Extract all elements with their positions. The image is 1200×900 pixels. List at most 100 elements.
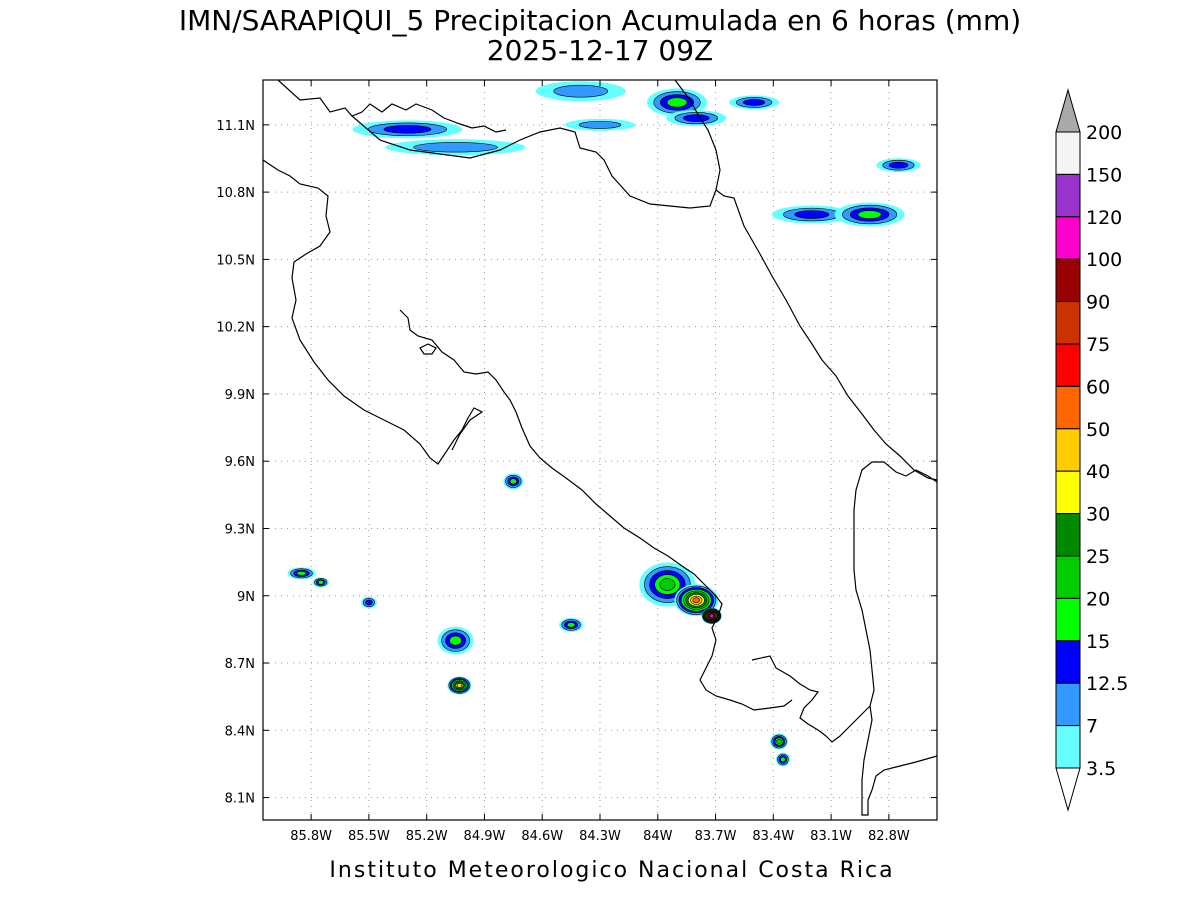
colorbar-segment <box>1055 513 1081 557</box>
colorbar-segment <box>1055 640 1081 684</box>
coastline-layer <box>263 80 937 816</box>
coastline-osa-golfo-dulce <box>751 461 937 743</box>
colorbar-segment <box>1055 216 1081 260</box>
colorbar-bottom-triangle <box>1055 767 1081 812</box>
lat-tick-label: 9.3N <box>225 522 255 537</box>
lat-tick-label: 8.7N <box>225 657 255 672</box>
precip-cell <box>729 95 780 110</box>
precip-contour <box>857 210 882 219</box>
precip-cell <box>701 607 722 624</box>
precip-contour <box>509 478 517 485</box>
colorbar-segment <box>1055 470 1081 515</box>
colorbar-segment <box>1055 301 1081 345</box>
coastline-caribbean <box>715 189 937 481</box>
precip-cell <box>447 676 472 695</box>
precip-contour <box>566 622 576 628</box>
colorbar-label: 7 <box>1086 716 1098 738</box>
lon-tick-label: 84.6W <box>521 829 563 844</box>
precip-contour <box>780 756 786 763</box>
colorbar-label: 25 <box>1086 546 1110 568</box>
colorbar-segment <box>1055 343 1081 387</box>
precip-cell <box>775 752 790 767</box>
coastline-pacific-nicoya <box>263 159 484 465</box>
colorbar-label: 100 <box>1086 249 1122 271</box>
lat-tick-label: 9.9N <box>225 388 255 403</box>
precip-cell <box>834 202 905 227</box>
precip-contour <box>383 125 432 134</box>
precip-cell <box>559 617 584 632</box>
lon-tick-label: 84.9W <box>464 829 506 844</box>
precip-contour <box>449 635 462 646</box>
colorbar-segment <box>1055 428 1081 472</box>
precip-contour <box>296 571 307 576</box>
precip-contour <box>457 683 462 688</box>
precip-cell <box>352 120 463 139</box>
colorbar-segment <box>1055 258 1081 303</box>
lon-tick-label: 84W <box>643 829 673 844</box>
precip-contour <box>683 114 710 122</box>
border-costa-rica-panama <box>861 705 937 816</box>
precip-contour <box>365 599 373 606</box>
colorbar-label: 120 <box>1086 207 1122 229</box>
precip-contour <box>692 597 701 604</box>
lon-tick-label: 82.8W <box>868 829 910 844</box>
lat-tick-label: 8.4N <box>225 724 255 739</box>
precip-contour <box>888 161 909 169</box>
lat-tick-label: 9.6N <box>225 455 255 470</box>
colorbar-label: 90 <box>1086 292 1110 314</box>
lat-tick-label: 10.8N <box>216 186 255 201</box>
colorbar-top-triangle <box>1055 88 1081 133</box>
precip-contour <box>776 739 782 744</box>
precip-contour <box>666 97 688 108</box>
map-plot-area <box>263 80 937 820</box>
colorbar-segment <box>1055 555 1081 599</box>
lon-tick-label: 85.2W <box>406 829 448 844</box>
colorbar-segment <box>1055 597 1081 642</box>
colorbar-label: 40 <box>1086 461 1110 483</box>
colorbar-segment <box>1055 131 1081 175</box>
precip-cell <box>647 88 708 117</box>
lon-tick-label: 83.4W <box>752 829 794 844</box>
colorbar: 3.5 7 12.5 15 20 25 30 40 50 60 75 90 100 120 150 200 <box>1055 88 1128 812</box>
precip-contour <box>794 210 830 219</box>
colorbar-label: 20 <box>1086 588 1110 610</box>
colorbar-label: 15 <box>1086 631 1110 653</box>
colorbar-segment <box>1055 682 1081 727</box>
lon-tick-label: 84.3W <box>579 829 621 844</box>
colorbar-label: 200 <box>1086 122 1122 144</box>
precip-contour <box>553 84 609 98</box>
map-datetime: 2025-12-17 09Z <box>487 34 713 67</box>
border-nicaragua-costa-rica <box>351 80 721 209</box>
precip-contour <box>413 142 498 153</box>
lat-tick-label: 10.5N <box>216 253 255 268</box>
lon-tick-label: 83.7W <box>695 829 737 844</box>
colorbar-segment <box>1055 385 1081 430</box>
precip-cell <box>360 596 377 609</box>
colorbar-label: 30 <box>1086 504 1110 526</box>
precip-cell <box>437 626 474 655</box>
lat-tick-label: 8.1N <box>225 792 255 807</box>
precip-contour <box>578 120 622 129</box>
precip-cell <box>503 473 524 490</box>
precip-cell <box>287 567 316 580</box>
precip-contour <box>743 99 766 106</box>
precip-cell <box>770 733 789 750</box>
colorbar-label: 60 <box>1086 376 1110 398</box>
island-chira <box>419 343 437 355</box>
colorbar-label: 12.5 <box>1086 673 1128 695</box>
precip-cell <box>876 158 921 173</box>
precip-cell <box>535 81 626 102</box>
coastline-north-west <box>277 80 507 133</box>
colorbar-label: 150 <box>1086 164 1122 186</box>
lon-tick-label: 83.1W <box>810 829 852 844</box>
colorbar-label: 75 <box>1086 334 1110 356</box>
precip-cell <box>666 110 727 127</box>
institution-credit: Instituto Meteorologico Nacional Costa R… <box>329 858 894 883</box>
axis-ticks: 85.8W 85.5W 85.2W 84.9W 84.6W 84.3W 84W 83.7W 83… <box>216 80 937 844</box>
coastline-gulf-nicoya <box>399 309 793 711</box>
colorbar-label: 3.5 <box>1086 758 1116 780</box>
precip-contour <box>317 580 324 585</box>
lon-tick-label: 85.8W <box>290 829 332 844</box>
precip-cell <box>771 205 852 224</box>
